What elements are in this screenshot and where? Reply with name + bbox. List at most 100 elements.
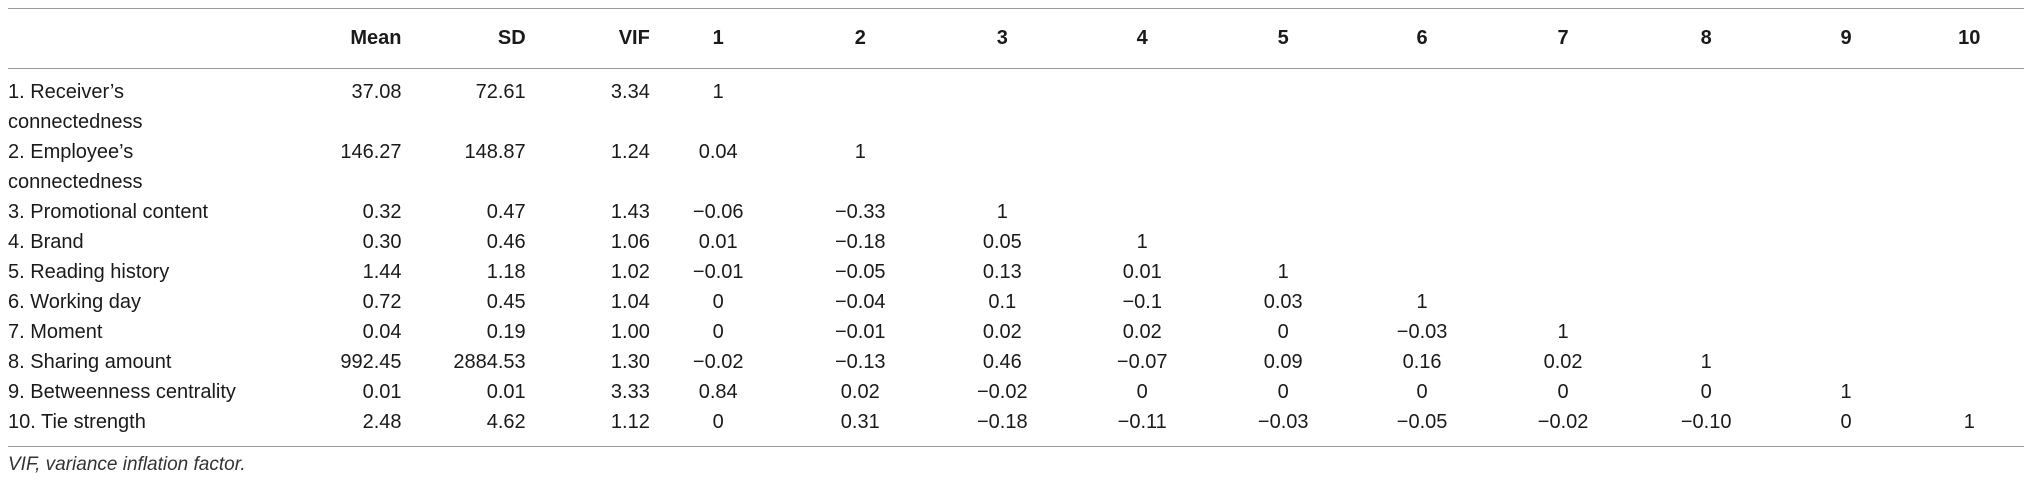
cell-sd: 148.87 [464, 141, 526, 163]
cell-corr-7: 1 [1557, 321, 1569, 343]
table-row: 6. Working day 0.72 0.45 1.04 0 −0.04 0.1 −0.1 0… [8, 287, 2024, 317]
cell-vif: 1.06 [610, 231, 650, 253]
row-label-line: 9. Betweenness centrality [8, 381, 236, 403]
cell-corr-3 [934, 137, 1071, 197]
row-label: 8. Sharing amount [8, 347, 284, 377]
row-label-line: 8. Sharing amount [8, 351, 172, 373]
cell-corr-10 [1915, 347, 2025, 377]
header-cell-1: 1 [649, 8, 787, 69]
cell-corr-5: 1 [1277, 261, 1289, 283]
cell-corr-6: 0.16 [1402, 351, 1442, 373]
cell-corr-7 [1492, 69, 1635, 138]
cell-corr-9 [1778, 137, 1915, 197]
cell-corr-3: 0.1 [988, 291, 1017, 313]
cell-sd: 0.47 [486, 201, 526, 223]
cell-vif: 1.30 [610, 351, 650, 373]
cell-corr-8 [1635, 287, 1778, 317]
cell-mean: 2.48 [283, 407, 402, 447]
cell-vif: 3.34 [610, 81, 650, 103]
row-label-line: connectedness [8, 111, 143, 133]
cell-corr-4 [1071, 137, 1214, 197]
header-cell-4: 4 [1070, 8, 1214, 69]
cell-corr-1: 1 [712, 81, 724, 103]
cell-mean: 37.08 [351, 81, 402, 103]
table-body: 1. Receiver’s connectedness 37.08 72.61 3.34… [8, 69, 2024, 447]
cell-vif: 1.43 [610, 201, 650, 223]
cell-vif: 1.02 [610, 261, 650, 283]
cell-corr-5 [1214, 197, 1353, 227]
cell-corr-5: 0 [1277, 321, 1289, 343]
cell-corr-6 [1353, 137, 1492, 197]
cell-corr-8: 1 [1700, 351, 1712, 373]
cell-corr-4: −0.1 [1122, 291, 1162, 313]
cell-corr-3: 0.05 [982, 231, 1022, 253]
table-row: 8. Sharing amount 992.45 2884.53 1.30 −0.02 −… [8, 347, 2024, 377]
header-cell-7: 7 [1491, 8, 1635, 69]
cell-corr-4: 0.01 [1122, 261, 1162, 283]
cell-corr-2: 0.31 [786, 407, 934, 447]
cell-sd: 0.19 [486, 321, 526, 343]
cell-corr-1: 0.04 [698, 141, 738, 163]
table-row: 3. Promotional content 0.32 0.47 1.43 −0.06 −… [8, 197, 2024, 227]
cell-corr-2: −0.13 [834, 351, 886, 373]
cell-corr-4: −0.11 [1070, 407, 1214, 447]
cell-corr-5: 0 [1277, 381, 1289, 403]
header-cell-2: 2 [786, 8, 934, 69]
cell-sd: 0.45 [486, 291, 526, 313]
cell-corr-7 [1492, 137, 1635, 197]
cell-mean: 0.72 [362, 291, 402, 313]
cell-corr-7 [1492, 287, 1635, 317]
cell-corr-9 [1778, 197, 1915, 227]
cell-vif: 1.24 [610, 141, 650, 163]
row-label-line: 2. Employee’s [8, 141, 134, 163]
header-cell-8: 8 [1634, 8, 1778, 69]
cell-corr-10 [1915, 377, 2025, 407]
row-label-line: 1. Receiver’s [8, 81, 124, 103]
cell-corr-4: −0.07 [1116, 351, 1168, 373]
cell-corr-1: −0.06 [692, 201, 744, 223]
cell-corr-10 [1915, 197, 2025, 227]
cell-corr-5 [1214, 227, 1353, 257]
cell-corr-9 [1778, 347, 1915, 377]
cell-corr-2: 1 [854, 141, 866, 163]
cell-corr-2: 0.02 [840, 381, 880, 403]
header-cell-mean: Mean [283, 8, 402, 69]
cell-corr-10: 1 [1914, 407, 2024, 447]
cell-vif: 1.12 [525, 407, 650, 447]
cell-corr-1: 0 [712, 291, 724, 313]
row-label: 1. Receiver’s connectedness [8, 69, 284, 138]
cell-corr-8: 0 [1700, 381, 1712, 403]
cell-corr-10 [1915, 317, 2025, 347]
cell-sd: 1.18 [486, 261, 526, 283]
row-label: 4. Brand [8, 227, 284, 257]
table-row: 2. Employee’s connectedness 146.27 148.87 1.… [8, 137, 2024, 197]
cell-corr-5 [1214, 137, 1353, 197]
header-cell-5: 5 [1213, 8, 1353, 69]
cell-mean: 0.01 [362, 381, 402, 403]
header-cell-3: 3 [933, 8, 1071, 69]
cell-corr-10 [1915, 287, 2025, 317]
cell-corr-6 [1353, 227, 1492, 257]
cell-corr-6: 1 [1416, 291, 1428, 313]
cell-corr-9 [1778, 287, 1915, 317]
cell-mean: 0.32 [362, 201, 402, 223]
cell-corr-10 [1915, 137, 2025, 197]
cell-corr-5: −0.03 [1213, 407, 1353, 447]
cell-corr-7: 0.02 [1543, 351, 1583, 373]
cell-corr-4: 0.02 [1122, 321, 1162, 343]
cell-corr-7: 0 [1557, 381, 1569, 403]
cell-corr-7 [1492, 197, 1635, 227]
cell-corr-8 [1635, 257, 1778, 287]
cell-corr-3 [934, 69, 1071, 138]
cell-corr-8 [1635, 69, 1778, 138]
cell-corr-5 [1214, 69, 1353, 138]
cell-sd: 0.01 [486, 381, 526, 403]
row-label-line: 10. Tie strength [8, 411, 146, 433]
cell-corr-3: 0.46 [982, 351, 1022, 373]
cell-corr-5: 0.09 [1263, 351, 1303, 373]
cell-corr-6 [1353, 197, 1492, 227]
cell-corr-6 [1353, 69, 1492, 138]
cell-corr-9: 0 [1777, 407, 1915, 447]
cell-mean: 992.45 [340, 351, 402, 373]
